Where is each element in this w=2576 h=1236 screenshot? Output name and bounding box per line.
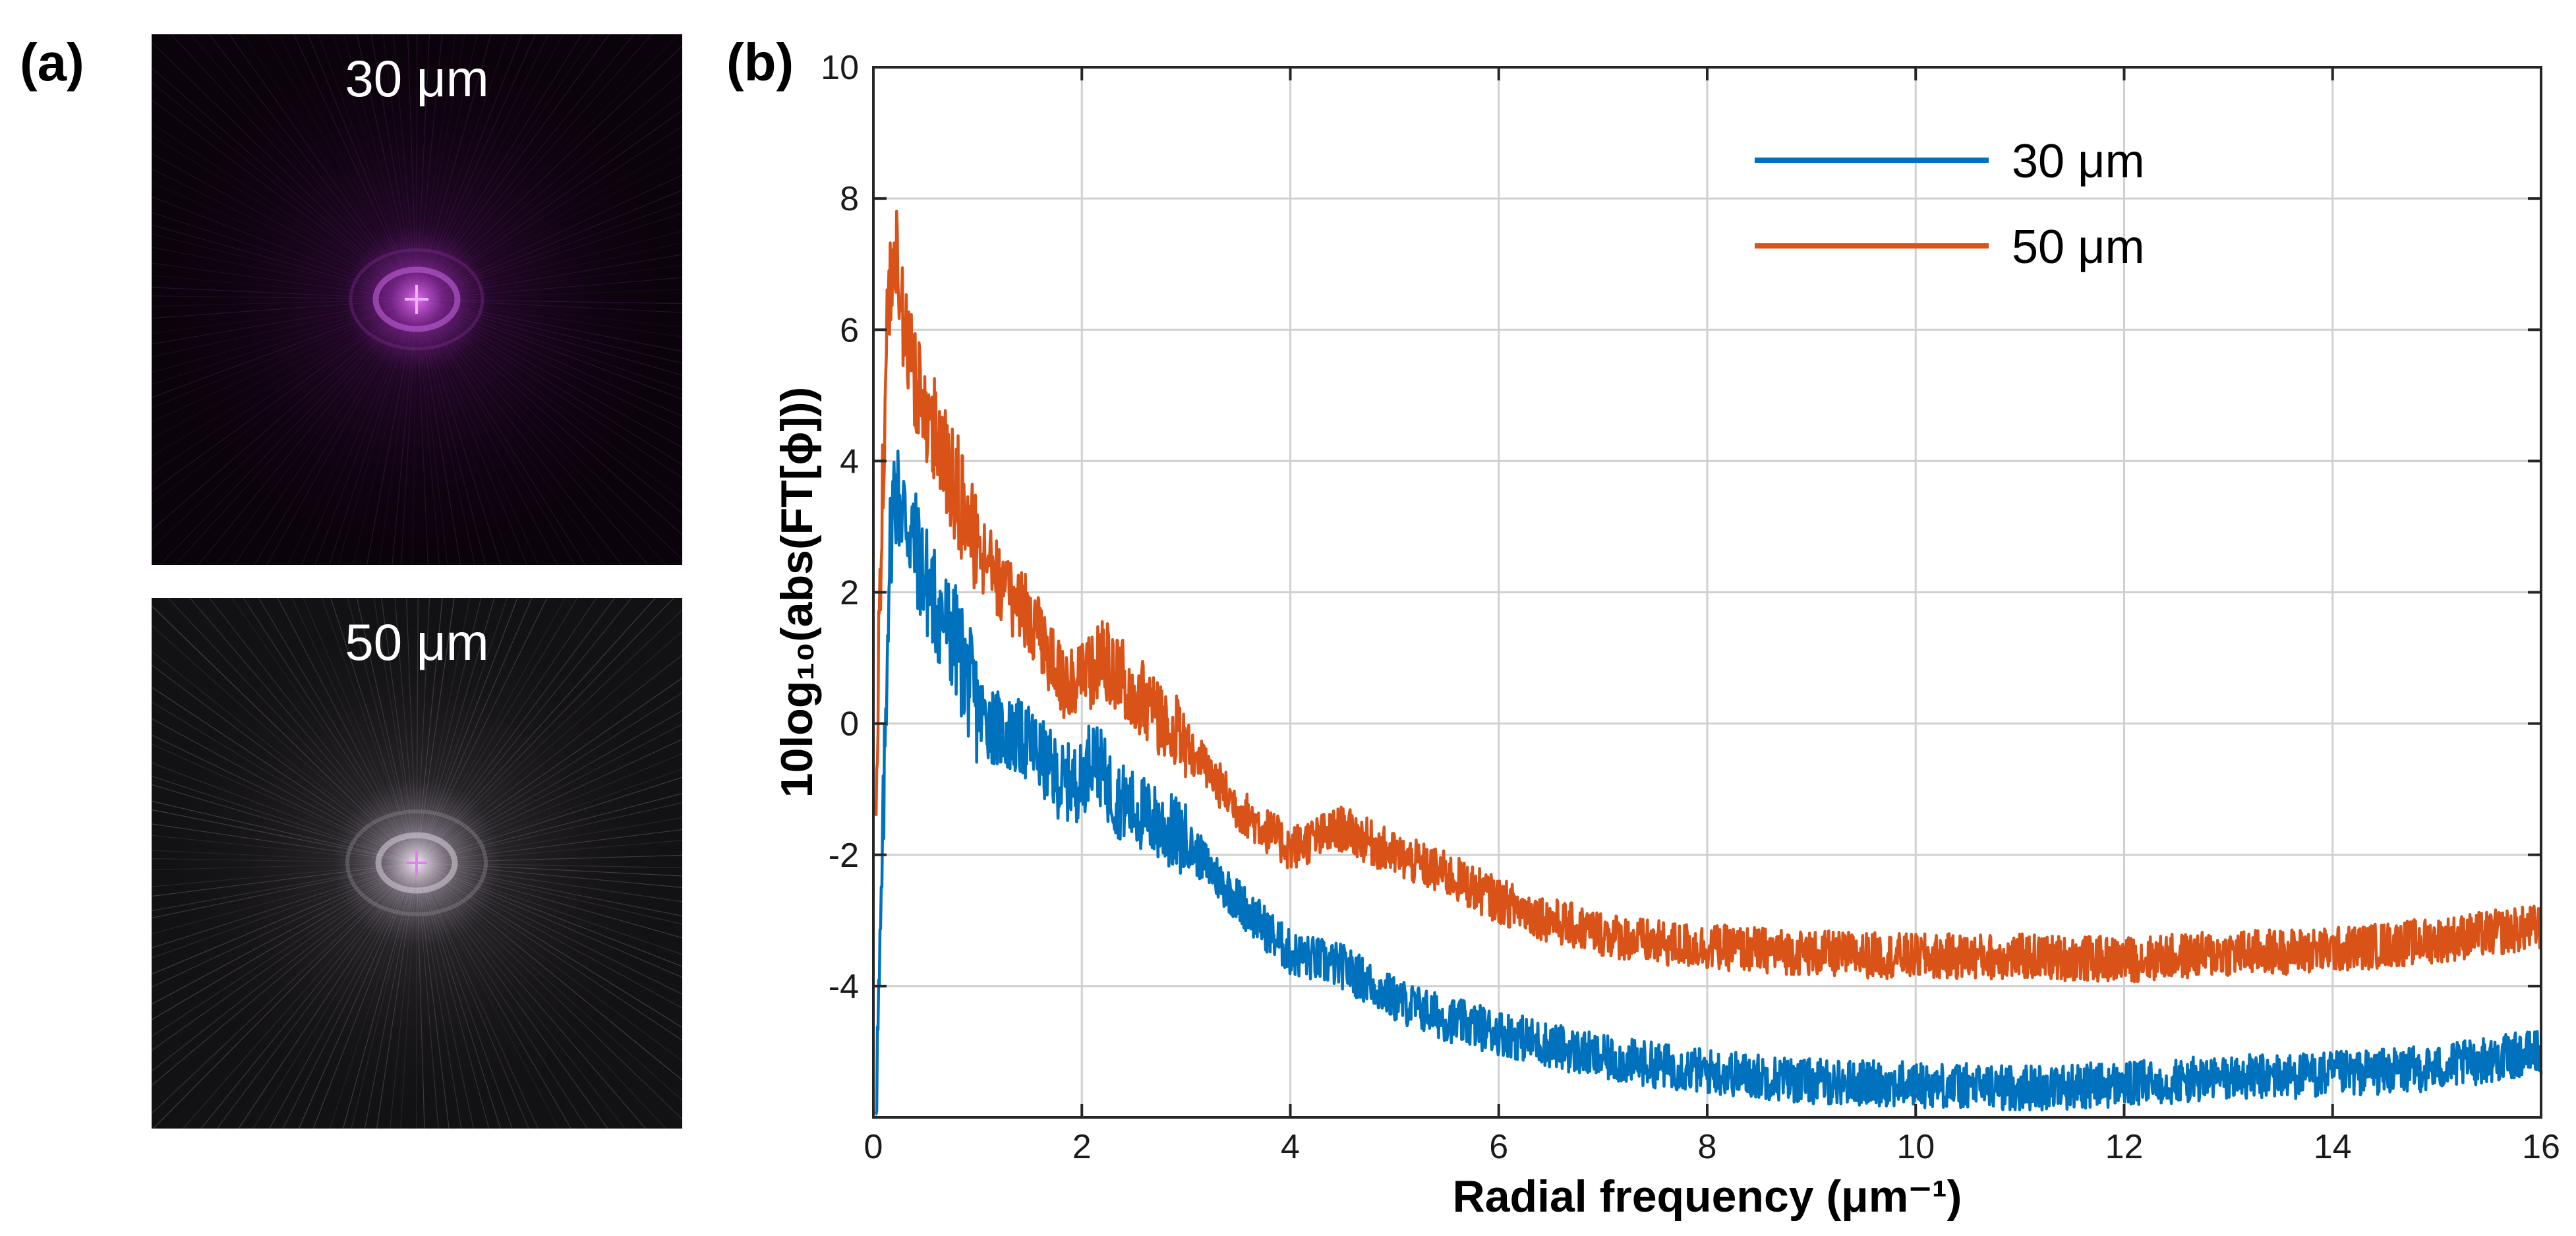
ft-pattern-50um bbox=[152, 598, 682, 1129]
x-axis-title: Radial frequency (μm⁻¹) bbox=[1453, 1171, 1962, 1221]
image-caption-30um: 30 μm bbox=[345, 49, 489, 107]
x-tick-label: 12 bbox=[2105, 1128, 2144, 1166]
y-tick-label: -2 bbox=[829, 837, 859, 875]
y-tick-label: 10 bbox=[821, 49, 859, 87]
x-tick-label: 6 bbox=[1489, 1128, 1508, 1166]
legend: 30 μm 50 μm bbox=[1755, 135, 2145, 274]
legend-label: 50 μm bbox=[2012, 221, 2145, 274]
x-tick-label: 10 bbox=[1896, 1128, 1935, 1166]
ft-pattern-30um bbox=[152, 34, 682, 565]
image-caption-50um: 50 μm bbox=[345, 613, 489, 671]
ft-image-50um: 50 μm bbox=[152, 598, 682, 1129]
y-tick-label: 8 bbox=[840, 180, 859, 218]
y-tick-label: 4 bbox=[840, 442, 859, 481]
panel-label-a: (a) bbox=[20, 33, 84, 92]
series-line bbox=[873, 210, 2543, 984]
x-tick-label: 0 bbox=[864, 1128, 883, 1166]
ft-image-30um: 30 μm bbox=[152, 34, 682, 565]
y-tick-label: 2 bbox=[840, 574, 859, 612]
ticks-layer bbox=[872, 66, 2542, 1117]
x-tick-label: 16 bbox=[2522, 1128, 2560, 1166]
x-tick-label: 4 bbox=[1281, 1128, 1300, 1166]
y-tick-label: 0 bbox=[840, 705, 859, 744]
x-tick-label: 8 bbox=[1698, 1128, 1717, 1166]
x-tick-label: 14 bbox=[2314, 1128, 2352, 1166]
tick-labels-layer: 0 2 4 6 8 10 12 14 16 -4 -2 0 2 4 6 8 10 bbox=[821, 49, 2560, 1166]
y-tick-label: 6 bbox=[840, 311, 859, 349]
legend-label: 30 μm bbox=[2012, 135, 2145, 188]
y-axis-title: 10log₁₀(abs(FT[ϕ])) bbox=[772, 387, 822, 798]
y-tick-label: -4 bbox=[829, 968, 859, 1006]
x-tick-label: 2 bbox=[1072, 1128, 1092, 1166]
series-line bbox=[874, 450, 2543, 1116]
panel-label-b: (b) bbox=[726, 33, 794, 92]
series-layer bbox=[873, 210, 2543, 1116]
